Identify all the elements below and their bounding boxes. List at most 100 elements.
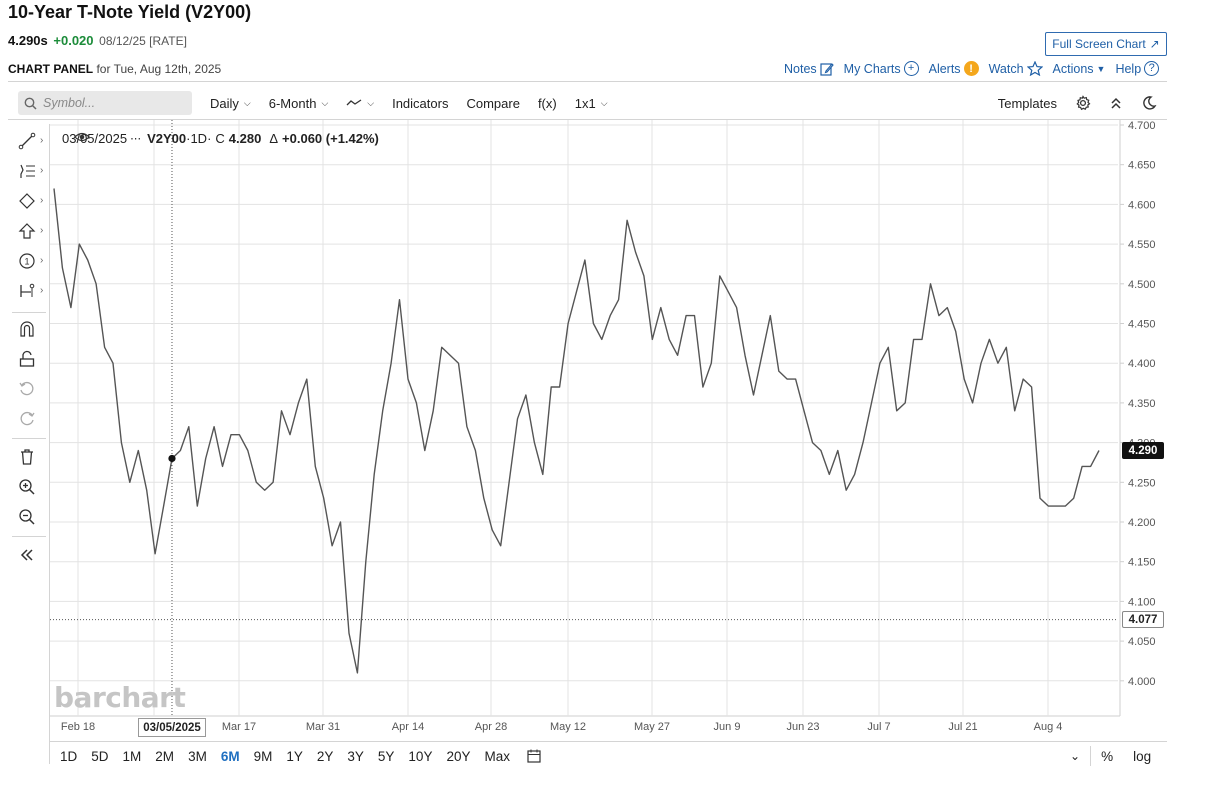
sidebar-divider xyxy=(12,312,46,313)
star-icon xyxy=(1027,61,1043,76)
range-2y[interactable]: 2Y xyxy=(317,749,334,764)
help-icon: ? xyxy=(1144,61,1159,76)
range-20y[interactable]: 20Y xyxy=(446,749,470,764)
range-10y[interactable]: 10Y xyxy=(408,749,432,764)
trend-line-tool[interactable]: › xyxy=(18,130,44,152)
range-9m[interactable]: 9M xyxy=(254,749,273,764)
zoom-out-button[interactable] xyxy=(18,506,44,528)
x-tick-label: Jun 9 xyxy=(714,721,741,733)
series-line-v2y00[interactable] xyxy=(54,189,1099,673)
templates-button[interactable]: Templates xyxy=(998,96,1057,111)
arrow-up-icon xyxy=(18,222,36,240)
eye-icon[interactable] xyxy=(74,131,90,143)
my-charts-link[interactable]: My Charts + xyxy=(844,61,919,76)
range-1d[interactable]: 1D xyxy=(60,749,77,764)
gear-icon[interactable] xyxy=(1075,95,1091,111)
range-5y[interactable]: 5Y xyxy=(378,749,395,764)
crosshair-price-tag: 4.077 xyxy=(1122,611,1164,628)
calendar-icon[interactable] xyxy=(526,748,542,764)
range-3y[interactable]: 3Y xyxy=(347,749,364,764)
redo-button[interactable] xyxy=(18,408,44,430)
drawing-tools-sidebar: › › › › 1 › › xyxy=(8,124,50,764)
lock-tool[interactable] xyxy=(18,348,44,370)
redo-icon xyxy=(18,410,36,428)
chart-toolbar: Symbol... Daily ⌵ 6-Month ⌵ ⌵ Indicators… xyxy=(8,88,1167,118)
alerts-link[interactable]: Alerts ! xyxy=(929,61,979,76)
x-tick-label: Jul 21 xyxy=(948,721,977,733)
range-5d[interactable]: 5D xyxy=(91,749,108,764)
price-chart[interactable]: 4.700 4.650 4.600 4.550 4.500 4.450 4.400 4.350… xyxy=(50,120,1167,740)
x-tick-label: Jun 23 xyxy=(786,721,819,733)
range-6m[interactable]: 6M xyxy=(221,749,240,764)
function-button[interactable]: f(x) xyxy=(538,96,557,111)
compare-button[interactable]: Compare xyxy=(466,96,519,111)
x-tick-label: Feb 18 xyxy=(61,721,95,733)
y-tick-label: 4.650 xyxy=(1128,160,1156,172)
chart-panel-title: CHART PANEL for Tue, Aug 12th, 2025 xyxy=(8,62,221,76)
dark-mode-icon[interactable] xyxy=(1141,95,1157,111)
layout-dropdown[interactable]: 1x1 ⌵ xyxy=(575,96,608,111)
chart-area[interactable]: 4.700 4.650 4.600 4.550 4.500 4.450 4.400 4.350… xyxy=(50,120,1167,740)
y-tick-label: 4.350 xyxy=(1128,398,1156,410)
fib-tool[interactable]: › xyxy=(18,160,44,182)
highlighted-point xyxy=(168,455,175,462)
x-tick-label: Jul 7 xyxy=(867,721,890,733)
full-screen-chart-button[interactable]: Full Screen Chart ↗ xyxy=(1045,32,1167,56)
notes-link[interactable]: Notes xyxy=(784,61,834,76)
scale-divider xyxy=(1090,746,1091,766)
range-1y[interactable]: 1Y xyxy=(286,749,303,764)
delete-drawings-button[interactable] xyxy=(18,446,44,468)
collapse-up-icon[interactable] xyxy=(1109,96,1123,110)
x-tick-label: May 12 xyxy=(550,721,586,733)
range-2m[interactable]: 2M xyxy=(155,749,174,764)
chart-type-dropdown[interactable]: ⌵ xyxy=(346,98,374,109)
arrow-tool[interactable]: › xyxy=(18,220,44,242)
watch-link[interactable]: Watch xyxy=(989,61,1043,76)
full-screen-label: Full Screen Chart xyxy=(1052,37,1145,51)
collapse-sidebar-button[interactable] xyxy=(18,544,44,566)
range-selector: 1D 5D 1M 2M 3M 6M 9M 1Y 2Y 3Y 5Y 10Y 20Y Max xyxy=(50,744,542,768)
x-tick-label: Mar 31 xyxy=(306,721,340,733)
interval-dropdown[interactable]: Daily ⌵ xyxy=(210,96,251,111)
line-chart-icon xyxy=(346,98,362,108)
panel-date: for Tue, Aug 12th, 2025 xyxy=(96,62,221,76)
actions-label: Actions xyxy=(1053,62,1094,76)
chevron-down-icon: ⌵ xyxy=(601,98,608,109)
trend-line-icon xyxy=(18,132,36,150)
annotation-tool[interactable]: 1 › xyxy=(18,250,44,272)
indicators-button[interactable]: Indicators xyxy=(392,96,448,111)
collapse-down-icon[interactable]: ⌄ xyxy=(1070,749,1080,763)
range-max[interactable]: Max xyxy=(484,749,510,764)
y-tick-label: 4.150 xyxy=(1128,557,1156,569)
panel-label: CHART PANEL xyxy=(8,62,93,76)
magnet-tool[interactable] xyxy=(18,318,44,340)
symbol-search-input[interactable]: Symbol... xyxy=(18,91,192,115)
price-change: +0.020 xyxy=(53,33,93,48)
period-dropdown[interactable]: 6-Month ⌵ xyxy=(269,96,329,111)
zoom-in-button[interactable] xyxy=(18,476,44,498)
search-placeholder: Symbol... xyxy=(43,96,95,110)
log-scale-toggle[interactable]: log xyxy=(1133,749,1151,764)
range-1m[interactable]: 1M xyxy=(123,749,142,764)
actions-menu[interactable]: Actions ▼ xyxy=(1053,61,1106,76)
chevron-down-icon: ⌵ xyxy=(321,98,328,109)
header-divider xyxy=(8,81,1167,82)
expand-arrow-icon: › xyxy=(40,165,43,176)
measure-tool[interactable]: › xyxy=(18,280,44,302)
zoom-in-icon xyxy=(18,478,36,496)
help-link[interactable]: Help ? xyxy=(1115,61,1159,76)
sidebar-divider xyxy=(12,438,46,439)
undo-button[interactable] xyxy=(18,378,44,400)
more-options-icon[interactable]: ⋯ xyxy=(130,132,141,145)
x-tick-label: Mar 17 xyxy=(222,721,256,733)
toolbar-right: Templates xyxy=(998,88,1157,118)
percent-scale-toggle[interactable]: % xyxy=(1101,749,1113,764)
expand-arrow-icon: › xyxy=(40,135,43,146)
crosshair-date-tag: 03/05/2025 xyxy=(138,718,206,737)
chart-legend: 03/05/2025 ⋯ V2Y00 ·1D· C 4.280 Δ +0.060… xyxy=(62,131,379,146)
y-tick-label: 4.050 xyxy=(1128,636,1156,648)
range-3m[interactable]: 3M xyxy=(188,749,207,764)
quote-meta: 08/12/25 [RATE] xyxy=(99,34,187,48)
interval-label: Daily xyxy=(210,96,239,111)
shape-tool[interactable]: › xyxy=(18,190,44,212)
